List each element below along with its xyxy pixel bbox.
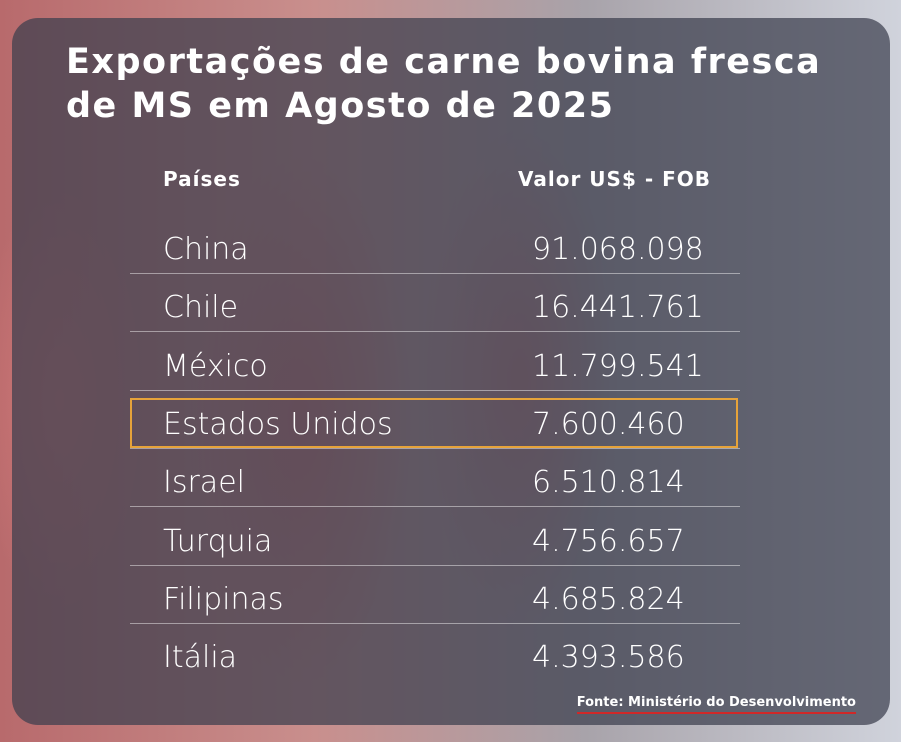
row-separator <box>130 273 740 274</box>
value-cell: 7.600.460 <box>532 406 685 442</box>
country-cell: China <box>163 232 249 267</box>
value-cell: 4.685.824 <box>532 581 685 617</box>
value-cell: 4.393.586 <box>532 640 685 676</box>
column-header: Valor US$ - FOB <box>518 167 711 191</box>
country-cell: Israel <box>163 465 245 501</box>
column-header: Países <box>163 167 241 191</box>
value-cell: 4.756.657 <box>532 523 685 559</box>
value-cell: 91.068.098 <box>532 232 704 267</box>
row-highlight <box>130 398 738 448</box>
row-separator <box>130 389 740 391</box>
row-separator <box>130 564 740 566</box>
value-cell: 11.799.541 <box>532 348 704 384</box>
title: de MS em Agosto de 2025 <box>66 86 615 126</box>
country-cell: Turquia <box>163 523 273 559</box>
source-note: Fonte: Ministério do Desenvolvimento <box>576 694 856 714</box>
row-separator <box>130 506 740 508</box>
row-separator <box>130 622 740 624</box>
country-cell: Estados Unidos <box>163 406 393 442</box>
value-cell: 6.510.814 <box>532 465 685 501</box>
row-separator <box>130 331 740 333</box>
row-separator <box>130 447 740 449</box>
title: Exportações de carne bovina fresca <box>66 42 822 82</box>
country-cell: México <box>163 348 268 384</box>
card <box>12 18 890 725</box>
country-cell: Chile <box>163 290 239 326</box>
value-cell: 16.441.761 <box>532 290 704 326</box>
country-cell: Itália <box>163 640 238 676</box>
country-cell: Filipinas <box>163 581 284 617</box>
